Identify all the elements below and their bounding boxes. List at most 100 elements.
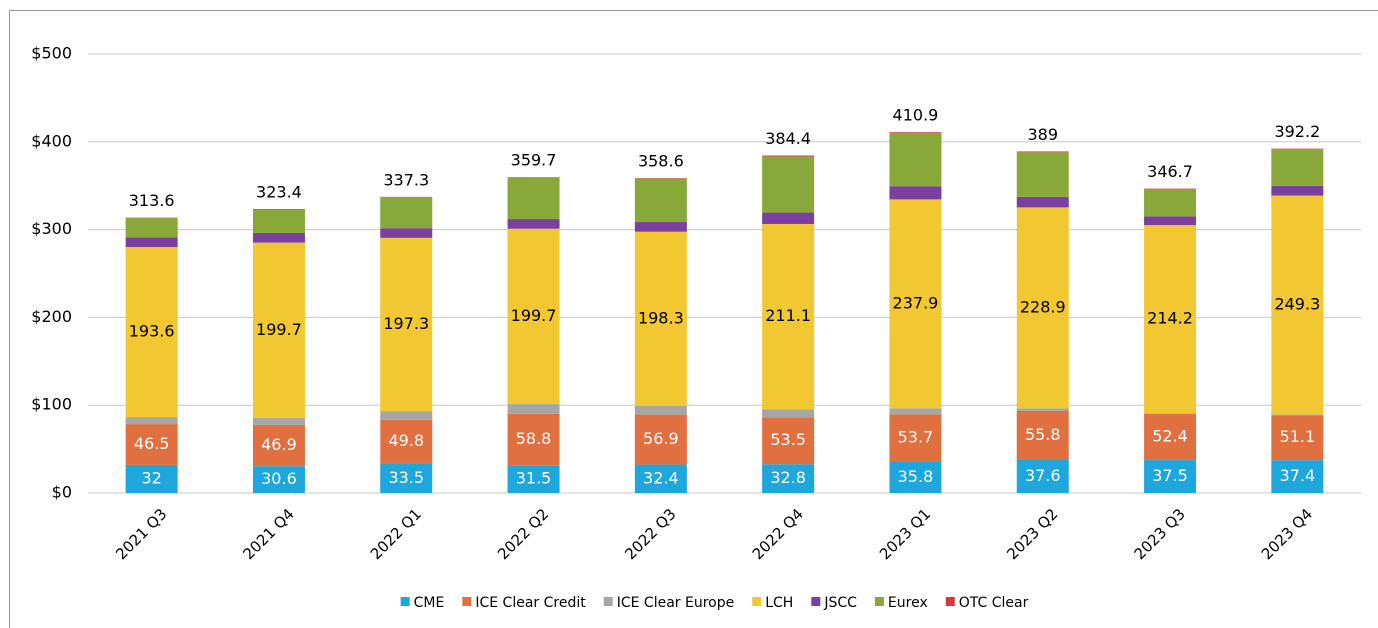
- x-tick-label: 2022 Q2: [494, 505, 552, 563]
- bar-segment: [1144, 216, 1197, 226]
- y-tick-label: $100: [31, 395, 72, 414]
- bar-segment: [252, 417, 305, 425]
- data-label: 35.8: [898, 467, 934, 486]
- bar-segment: [1144, 189, 1197, 217]
- data-label: 214.2: [1147, 309, 1193, 328]
- bar-segment: [380, 419, 433, 464]
- bar-segment: [380, 237, 433, 412]
- bar-segment: [252, 466, 305, 493]
- bar-segment: [507, 219, 560, 229]
- data-label: 51.1: [1280, 427, 1316, 446]
- bar-segment: [762, 223, 815, 410]
- legend-swatch: [874, 597, 884, 606]
- legend-label: LCH: [765, 595, 793, 611]
- legend-swatch: [603, 597, 613, 606]
- bar-segment: [252, 232, 305, 243]
- bar-segment: [125, 237, 178, 248]
- bar-segment: [889, 461, 942, 493]
- bar-segment: [634, 414, 687, 465]
- data-label: 30.6: [261, 469, 297, 488]
- data-label: 33.5: [388, 468, 424, 487]
- bar-segment: [1016, 207, 1069, 409]
- total-label: 323.4: [256, 183, 302, 202]
- bar-segment: [1016, 152, 1069, 197]
- bar-segment: [889, 186, 942, 200]
- total-label: 358.6: [638, 152, 684, 171]
- legend-label: OTC Clear: [959, 595, 1029, 611]
- x-tick-label: 2022 Q3: [621, 505, 679, 563]
- total-label: 389: [1027, 125, 1058, 144]
- bar-segment: [889, 199, 942, 409]
- bar-segment: [762, 155, 815, 157]
- bar-segment: [1016, 408, 1069, 411]
- bar-segment: [507, 177, 560, 220]
- bar-segment: [380, 463, 433, 493]
- bar-segment: [634, 405, 687, 415]
- data-label: 49.8: [388, 431, 424, 450]
- total-label: 337.3: [383, 170, 429, 189]
- data-label: 249.3: [1274, 294, 1320, 313]
- bar-segment: [634, 464, 687, 493]
- bar-segment: [125, 218, 178, 238]
- bar-segment: [889, 408, 942, 415]
- bar-segment: [634, 231, 687, 406]
- bar-segment: [507, 404, 560, 414]
- bar-segment: [507, 413, 560, 466]
- data-label: 197.3: [383, 314, 429, 333]
- data-label: 32.4: [643, 468, 679, 487]
- bar-segment: [1016, 410, 1069, 460]
- y-tick-label: $400: [31, 131, 72, 150]
- bar-segment: [1271, 195, 1324, 415]
- legend: CME ICE Clear Credit ICE Clear Europe LCH JS…: [400, 595, 1029, 611]
- bar-segment: [634, 178, 687, 223]
- legend-swatch: [400, 597, 410, 606]
- legend-swatch: [752, 597, 762, 606]
- data-label: 198.3: [638, 308, 684, 327]
- bar-segment: [1144, 413, 1197, 415]
- bar-segment: [1016, 151, 1069, 153]
- data-label: 211.1: [765, 306, 811, 325]
- bar-segment: [1144, 414, 1197, 461]
- bar-segment: [762, 156, 815, 213]
- bar-segment: [1144, 460, 1197, 493]
- data-label: 46.5: [134, 434, 170, 453]
- bar-segment: [507, 228, 560, 405]
- data-label: 199.7: [511, 306, 557, 325]
- bar-segment: [1271, 460, 1324, 493]
- legend-swatch: [811, 597, 821, 606]
- total-label: 392.2: [1274, 122, 1320, 141]
- bar-segment: [125, 464, 178, 493]
- bar-segment: [762, 212, 815, 224]
- bar-segment: [252, 209, 305, 233]
- y-tick-label: $200: [31, 307, 72, 326]
- bar-segment: [380, 411, 433, 420]
- data-label: 228.9: [1020, 297, 1066, 316]
- x-tick-label: 2021 Q4: [240, 505, 298, 563]
- bar-segment: [889, 414, 942, 462]
- data-label: 37.6: [1025, 466, 1061, 485]
- legend-label: ICE Clear Europe: [617, 595, 735, 611]
- x-tick-label: 2023 Q4: [1258, 505, 1316, 563]
- bar-segment: [380, 197, 433, 229]
- data-label: 58.8: [516, 429, 552, 448]
- data-label: 237.9: [893, 293, 939, 312]
- frame: [9, 10, 1378, 628]
- bar-segment: [889, 132, 942, 134]
- total-label: 359.7: [511, 151, 557, 170]
- bar-segment: [1271, 149, 1324, 186]
- data-label: 53.5: [770, 430, 806, 449]
- total-label: 384.4: [765, 129, 811, 148]
- y-tick-label: $300: [31, 219, 72, 238]
- x-tick-label: 2021 Q3: [112, 505, 170, 563]
- bar-segment: [125, 247, 178, 418]
- data-label: 37.5: [1152, 466, 1188, 485]
- data-label: 46.9: [261, 435, 297, 454]
- bar-segment: [1144, 225, 1197, 414]
- legend-swatch: [462, 597, 472, 606]
- total-label: 410.9: [893, 106, 939, 125]
- total-label: 313.6: [129, 191, 175, 210]
- bar-segment: [1016, 459, 1069, 493]
- bar-segment: [507, 465, 560, 493]
- bar-segment: [125, 424, 178, 465]
- data-label: 55.8: [1025, 425, 1061, 444]
